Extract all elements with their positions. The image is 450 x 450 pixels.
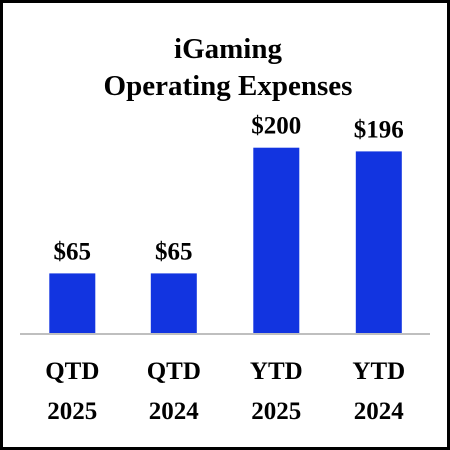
x-tick-label-1-line-2: 2025 <box>47 398 97 425</box>
data-label-2: $65 <box>155 238 193 265</box>
bar-3 <box>253 147 300 334</box>
data-label-4: $196 <box>354 116 404 143</box>
bar-2 <box>150 273 197 334</box>
bar-1 <box>49 273 96 334</box>
bar-4 <box>355 151 402 334</box>
x-tick-label-4-line-1: YTD <box>352 358 405 385</box>
x-tick-label-2-line-2: 2024 <box>149 398 200 425</box>
chart-title-line-1: iGaming <box>174 33 282 65</box>
x-tick-label-3-line-1: YTD <box>250 358 303 385</box>
x-tick-label-1-line-1: QTD <box>45 358 99 385</box>
data-label-3: $200 <box>251 113 301 140</box>
data-label-1: $65 <box>54 238 92 265</box>
chart-title: iGaming Operating Expenses <box>3 31 450 105</box>
x-tick-label-2-line-1: QTD <box>147 358 201 385</box>
x-tick-label-3-line-2: 2025 <box>251 398 301 425</box>
chart-title-line-2: Operating Expenses <box>103 70 353 102</box>
x-tick-label-4-line-2: 2024 <box>354 398 405 425</box>
